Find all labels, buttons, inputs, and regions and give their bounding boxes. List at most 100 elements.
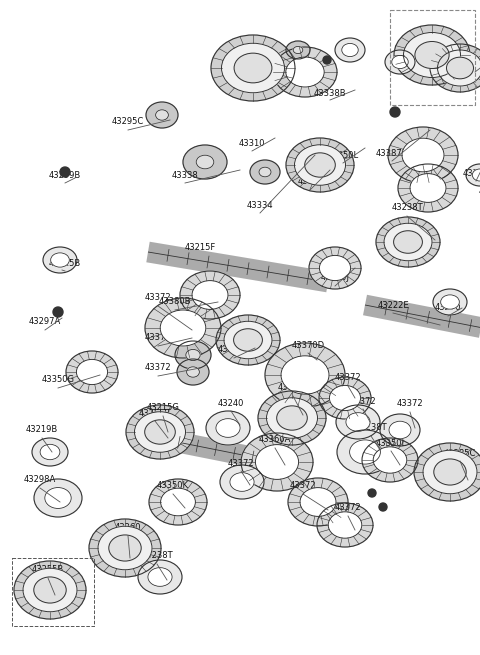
Ellipse shape (433, 289, 467, 315)
Ellipse shape (183, 145, 227, 179)
Ellipse shape (160, 310, 206, 346)
Ellipse shape (466, 164, 480, 186)
Text: 43255B: 43255B (32, 565, 64, 574)
Text: 43372: 43372 (335, 504, 361, 512)
Text: 43310: 43310 (239, 138, 265, 147)
Text: 43285C: 43285C (444, 449, 476, 457)
Circle shape (323, 56, 331, 64)
Ellipse shape (384, 223, 432, 261)
Ellipse shape (434, 459, 466, 485)
Text: 43338B: 43338B (314, 88, 346, 98)
Ellipse shape (265, 343, 345, 407)
Ellipse shape (385, 50, 415, 74)
Ellipse shape (404, 33, 460, 77)
Ellipse shape (346, 413, 370, 432)
Ellipse shape (328, 512, 362, 538)
Ellipse shape (337, 430, 393, 474)
Ellipse shape (430, 44, 480, 92)
Text: 43372: 43372 (479, 187, 480, 196)
Ellipse shape (230, 473, 254, 491)
Ellipse shape (319, 377, 371, 419)
Ellipse shape (258, 391, 326, 445)
Text: 43387D: 43387D (375, 149, 408, 157)
Text: 43238T: 43238T (141, 552, 173, 561)
Text: 43350G: 43350G (41, 375, 74, 384)
Ellipse shape (394, 231, 422, 253)
Text: 43350J: 43350J (321, 274, 349, 282)
Ellipse shape (146, 102, 178, 128)
Ellipse shape (410, 174, 446, 202)
Ellipse shape (389, 421, 411, 439)
Text: 43372: 43372 (290, 481, 316, 491)
Ellipse shape (241, 433, 313, 491)
Text: 43338: 43338 (172, 170, 198, 179)
Ellipse shape (66, 351, 118, 393)
Text: 43360A: 43360A (259, 436, 291, 445)
Ellipse shape (362, 438, 418, 482)
Text: 43299B: 43299B (49, 170, 81, 179)
Ellipse shape (187, 367, 199, 377)
Text: 43238T: 43238T (355, 424, 387, 432)
Ellipse shape (23, 569, 77, 612)
Ellipse shape (177, 359, 209, 385)
Ellipse shape (402, 138, 444, 172)
Ellipse shape (145, 298, 221, 358)
Ellipse shape (224, 321, 272, 359)
Ellipse shape (317, 503, 373, 547)
Ellipse shape (180, 271, 240, 319)
Ellipse shape (126, 405, 194, 459)
Ellipse shape (266, 398, 317, 438)
Text: 43298A: 43298A (24, 476, 56, 485)
Text: 43372: 43372 (463, 168, 480, 178)
Ellipse shape (376, 217, 440, 267)
Ellipse shape (472, 169, 480, 181)
Ellipse shape (398, 164, 458, 212)
Text: 43372: 43372 (335, 373, 361, 383)
Ellipse shape (76, 360, 108, 384)
Ellipse shape (211, 35, 295, 101)
Circle shape (60, 167, 70, 177)
Ellipse shape (342, 43, 358, 56)
Ellipse shape (34, 577, 66, 603)
Ellipse shape (415, 41, 449, 69)
Ellipse shape (259, 167, 271, 177)
Text: 43334: 43334 (247, 200, 273, 210)
Ellipse shape (286, 41, 310, 59)
Ellipse shape (196, 155, 214, 169)
Text: 43350L: 43350L (375, 438, 407, 447)
Ellipse shape (234, 329, 263, 351)
Ellipse shape (336, 405, 380, 439)
Ellipse shape (388, 127, 458, 183)
Text: 43270: 43270 (435, 303, 461, 312)
Text: 43222E: 43222E (377, 301, 409, 310)
Ellipse shape (276, 406, 307, 430)
Ellipse shape (441, 295, 459, 309)
Ellipse shape (186, 349, 200, 361)
Ellipse shape (220, 465, 264, 499)
Text: 43240: 43240 (218, 398, 244, 407)
Bar (12, 558, 94, 626)
Ellipse shape (148, 568, 172, 586)
Ellipse shape (293, 47, 303, 54)
Ellipse shape (192, 280, 228, 309)
Circle shape (390, 107, 400, 117)
Circle shape (379, 503, 387, 511)
Text: 43350K: 43350K (157, 481, 189, 491)
Ellipse shape (300, 487, 336, 516)
Circle shape (53, 307, 63, 317)
Ellipse shape (273, 47, 337, 97)
Ellipse shape (335, 38, 365, 62)
Ellipse shape (175, 341, 211, 369)
Ellipse shape (34, 479, 82, 517)
Ellipse shape (288, 478, 348, 526)
Ellipse shape (414, 443, 480, 501)
Ellipse shape (329, 385, 360, 411)
Ellipse shape (221, 43, 285, 93)
Text: 43372: 43372 (228, 458, 254, 468)
Ellipse shape (89, 519, 161, 577)
Ellipse shape (206, 411, 250, 445)
Ellipse shape (446, 57, 473, 79)
Text: 43255B: 43255B (298, 178, 330, 187)
Ellipse shape (373, 447, 407, 473)
Text: 43372: 43372 (144, 333, 171, 343)
